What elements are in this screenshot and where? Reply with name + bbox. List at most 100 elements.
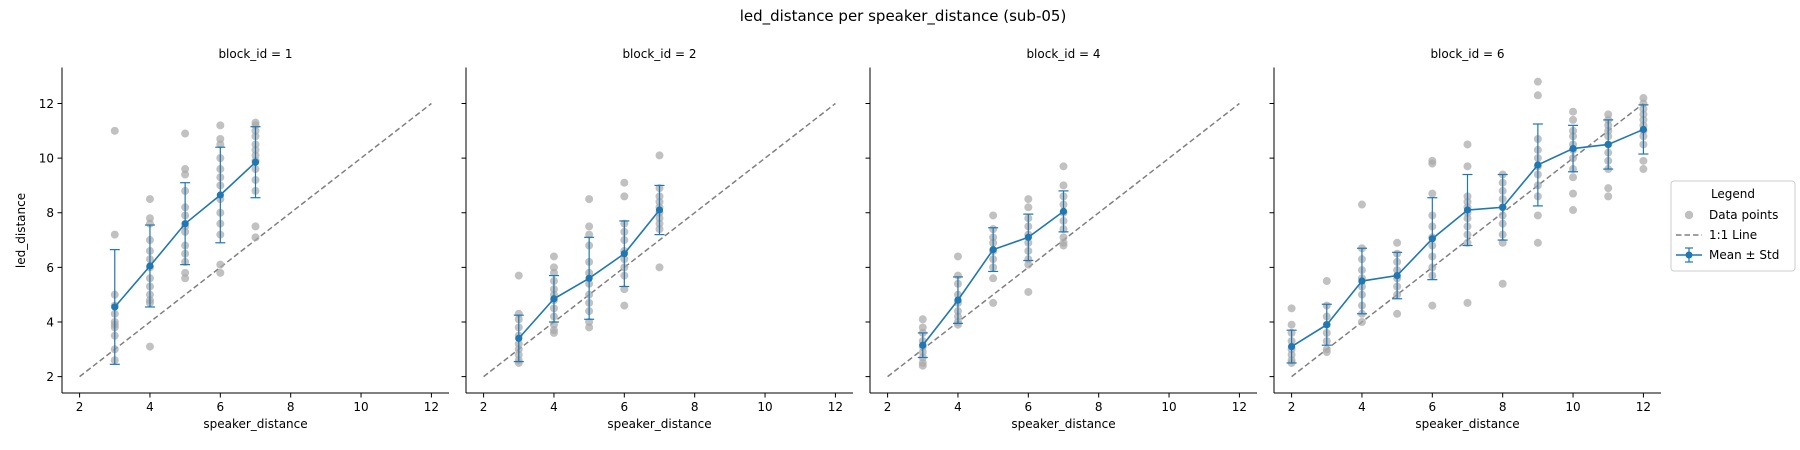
y-tick-label: 6 (46, 261, 54, 275)
x-tick-label: 2 (1288, 400, 1296, 414)
x-axis-label: speaker_distance (203, 417, 307, 431)
data-point (1639, 165, 1648, 174)
data-point (549, 268, 558, 277)
legend-frame (1670, 180, 1796, 272)
panel-title: block_id = 4 (1026, 47, 1100, 61)
legend-marker-data-points (1684, 210, 1694, 220)
panel-title: block_id = 6 (1430, 47, 1504, 61)
data-point (1604, 192, 1613, 201)
x-tick-label: 12 (1232, 400, 1247, 414)
data-point (1287, 320, 1296, 329)
x-tick-label: 6 (1024, 400, 1032, 414)
mean-point (1059, 207, 1068, 215)
data-point (1604, 184, 1613, 193)
x-tick-label: 2 (76, 400, 84, 414)
mean-point (515, 334, 523, 342)
mean-point (585, 274, 593, 282)
data-point (181, 274, 190, 283)
data-point (1059, 241, 1068, 250)
x-axis-label: speaker_distance (1011, 417, 1115, 431)
data-point (1393, 238, 1402, 247)
data-point (953, 320, 962, 329)
data-point (1024, 195, 1033, 204)
data-point (216, 268, 225, 277)
data-point (1463, 140, 1472, 149)
data-point (216, 121, 225, 130)
data-point (1024, 260, 1033, 269)
data-point (1322, 277, 1331, 286)
data-point (110, 230, 119, 239)
y-tick-label: 8 (46, 206, 54, 220)
x-tick-label: 4 (550, 400, 558, 414)
mean-point (620, 250, 628, 258)
data-point (1533, 91, 1542, 100)
mean-point (1428, 235, 1436, 243)
x-tick-label: 12 (1636, 400, 1651, 414)
mean-point (954, 296, 962, 304)
data-point (1428, 189, 1437, 198)
mean-point (1639, 125, 1648, 134)
data-point (1639, 156, 1648, 165)
data-point (1498, 238, 1507, 247)
x-tick-label: 2 (480, 400, 488, 414)
data-point (1463, 298, 1472, 307)
x-tick-label: 8 (1499, 400, 1507, 414)
x-tick-label: 12 (828, 400, 843, 414)
panel-block-1: block_id = 1 2 4 6 8 10 12 2 4 6 8 10 12 speaker_dist… (14, 47, 449, 431)
data-point (585, 230, 594, 239)
figure-suptitle: led_distance per speaker_distance (sub-0… (740, 7, 1067, 26)
data-point (181, 170, 190, 179)
legend: Legend Data points 1:1 Line Mean ± Std (1670, 180, 1796, 272)
data-point (1357, 200, 1366, 209)
data-point (251, 222, 260, 231)
x-tick-label: 8 (691, 400, 699, 414)
data-point (585, 195, 594, 204)
panel-block-4: block_id = 4 2 4 6 8 10 12 speaker_distance (865, 47, 1257, 431)
data-point (1428, 301, 1437, 310)
mean-point (181, 220, 189, 228)
identity-line (483, 102, 836, 378)
mean-point (1463, 206, 1472, 214)
data-point (585, 323, 594, 332)
mean-point (251, 158, 260, 166)
panel-block-2: block_id = 2 2 4 6 8 10 12 speaker_distance (461, 47, 853, 431)
y-tick-label: 10 (39, 152, 54, 166)
mean-point (1569, 144, 1577, 153)
x-tick-label: 8 (287, 400, 295, 414)
mean-point (111, 303, 119, 311)
x-tick-label: 6 (620, 400, 628, 414)
mean-point (919, 341, 927, 349)
data-point (1322, 348, 1331, 357)
data-point (1059, 162, 1068, 171)
data-point (1463, 162, 1472, 171)
x-tick-label: 4 (146, 400, 154, 414)
data-point (216, 260, 225, 269)
mean-point (1393, 271, 1401, 280)
data-point (1287, 304, 1296, 313)
data-point (1059, 181, 1068, 190)
panel-block-6: block_id = 6 2 4 6 8 10 12 speaker_distance (1269, 47, 1661, 431)
data-point (989, 211, 998, 220)
mean-point (989, 246, 997, 254)
x-tick-label: 2 (884, 400, 892, 414)
data-point (1569, 107, 1578, 116)
data-point (145, 195, 154, 204)
x-tick-label: 10 (1565, 400, 1580, 414)
data-point (1024, 287, 1033, 296)
legend-label-mean: Mean ± Std (1709, 248, 1779, 262)
x-tick-label: 10 (353, 400, 368, 414)
data-point (1533, 211, 1542, 220)
data-point (953, 271, 962, 280)
data-point (1569, 206, 1578, 215)
x-tick-label: 4 (954, 400, 962, 414)
data-point (181, 129, 190, 138)
data-point (1569, 115, 1578, 124)
y-axis-label: led_distance (14, 193, 28, 268)
data-point (514, 271, 523, 280)
mean-point (146, 262, 154, 270)
x-tick-label: 6 (1428, 400, 1436, 414)
mean-point (1604, 140, 1612, 149)
data-point (989, 274, 998, 283)
mean-point (1287, 342, 1296, 351)
